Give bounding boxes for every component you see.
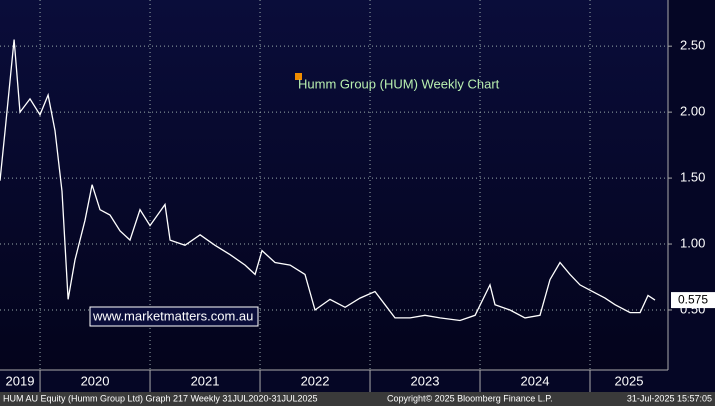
y-tick-label: 2.50 [680, 38, 705, 53]
footer-copyright: Copyright© 2025 Bloomberg Finance L.P. [387, 393, 553, 403]
x-tick-label: 2022 [301, 373, 330, 388]
x-tick-label: 2025 [615, 373, 644, 388]
watermark: www.marketmatters.com.au [92, 308, 253, 323]
x-tick-label: 2019 [6, 373, 35, 388]
footer-left: HUM AU Equity (Humm Group Ltd) Graph 217… [3, 393, 317, 403]
last-value-box [671, 292, 715, 309]
y-tick-label: 2.00 [680, 104, 705, 119]
y-tick-label: 1.50 [680, 170, 705, 185]
chart-title: Humm Group (HUM) Weekly Chart [298, 76, 500, 91]
y-axis-panel [668, 0, 715, 392]
footer-timestamp: 31-Jul-2025 15:57:05 [627, 393, 712, 403]
price-line [0, 39, 656, 322]
watermark-box [89, 306, 259, 327]
x-tick-label: 2024 [521, 373, 550, 388]
y-tick-label: 1.00 [680, 235, 705, 250]
x-axis-panel [0, 370, 715, 392]
x-tick-label: 2023 [411, 373, 440, 388]
background [0, 0, 715, 392]
x-tick-label: 2020 [81, 373, 110, 388]
footer-bar [0, 392, 715, 406]
title-marker [295, 73, 302, 80]
last-value-label: 0.575 [678, 292, 708, 306]
x-tick-label: 2021 [191, 373, 220, 388]
